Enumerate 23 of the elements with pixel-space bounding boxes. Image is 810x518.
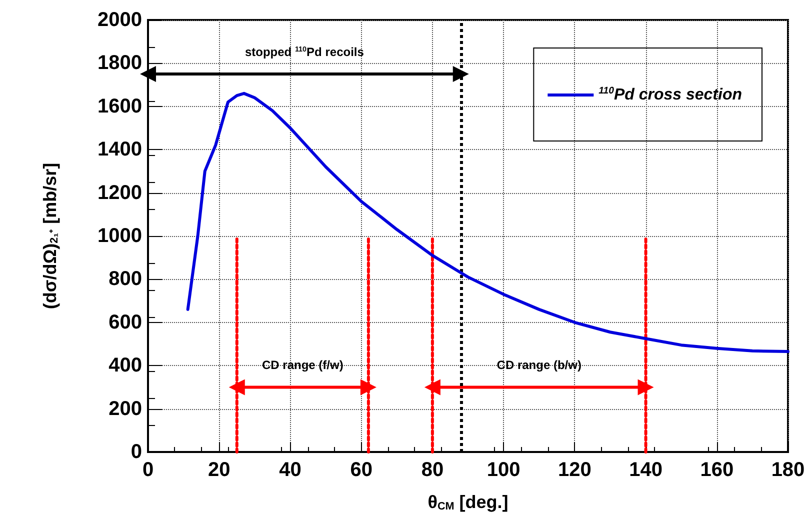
y-tick-label: 600 [108, 311, 142, 334]
y-tick-label: 2000 [98, 9, 142, 31]
y-tick-label: 0 [130, 441, 142, 463]
x-tick-label: 20 [208, 459, 230, 481]
x-tick-label: 100 [486, 459, 520, 481]
y-tick-label: 200 [108, 398, 142, 420]
annotation: CD range (b/w) [496, 358, 582, 372]
y-tick-label: 400 [108, 354, 142, 377]
y-tick-label: 1400 [98, 138, 142, 161]
y-axis-title: (dσ/dΩ)2₁⁺ [mb/sr] [40, 162, 60, 310]
x-tick-label: 120 [558, 459, 592, 481]
annotation: CD range (f/w) [262, 358, 344, 372]
y-tick-label: 1800 [98, 52, 142, 74]
x-tick-label: 180 [771, 459, 805, 481]
y-tick-label: 1600 [98, 95, 142, 118]
x-tick-label: 160 [700, 459, 734, 481]
y-tick-label: 1200 [98, 182, 142, 204]
x-tick-label: 140 [629, 459, 662, 481]
x-tick-label: 80 [421, 459, 444, 481]
y-tick-label: 1000 [98, 225, 142, 247]
x-tick-label: 60 [350, 459, 372, 481]
y-tick-label: 800 [108, 268, 142, 290]
x-tick-label: 40 [279, 459, 302, 481]
